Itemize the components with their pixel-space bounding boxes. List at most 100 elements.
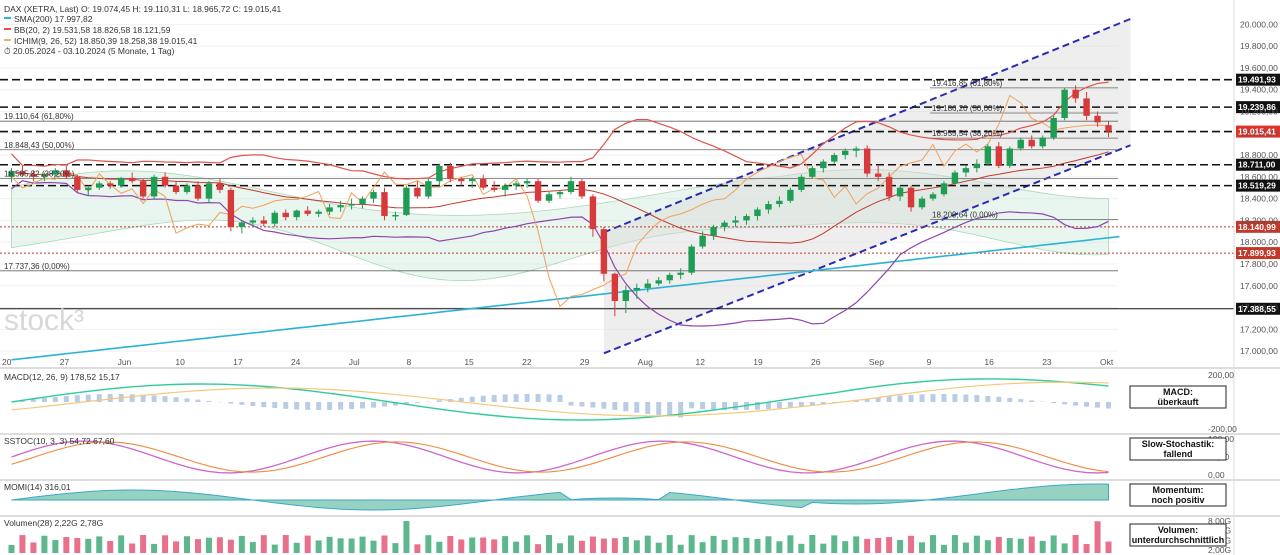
macd-histogram-bar xyxy=(546,394,552,402)
volume-bar xyxy=(919,542,926,553)
macd-histogram-bar xyxy=(41,398,47,402)
x-tick-label: 12 xyxy=(695,357,705,367)
volume-bar xyxy=(765,536,772,553)
stoch-d-line xyxy=(11,441,1109,473)
candle-body xyxy=(863,148,871,174)
macd-histogram-bar xyxy=(776,402,782,409)
y-tick-label: 19.800,00 xyxy=(1240,41,1278,51)
volume-bar xyxy=(205,537,212,553)
level-tag-bg xyxy=(1236,247,1280,260)
candle-body xyxy=(523,181,531,184)
y-tick-label: 18.000,00 xyxy=(1240,237,1278,247)
volume-bar xyxy=(820,543,827,553)
candle-body xyxy=(238,222,246,227)
macd-histogram-bar xyxy=(173,397,179,402)
level-tag-label: 19.491,93 xyxy=(1238,75,1276,85)
level-tag-bg xyxy=(1236,302,1280,315)
candle-body xyxy=(458,179,465,182)
volume-bar xyxy=(513,541,520,553)
signal-box xyxy=(1129,483,1227,507)
macd-histogram-bar xyxy=(568,402,574,406)
volume-bar xyxy=(524,535,531,553)
volume-bar xyxy=(381,535,388,553)
macd-histogram-bar xyxy=(535,394,541,402)
volume-bar xyxy=(359,536,366,553)
level-tag-label: 18.711,00 xyxy=(1238,160,1276,170)
x-tick-label: 19 xyxy=(753,357,763,367)
macd-histogram-bar xyxy=(162,396,168,402)
signal-box-value: unterdurchschnittlich xyxy=(1132,535,1225,545)
signal-box-value: überkauft xyxy=(1157,397,1198,407)
volume-bar xyxy=(567,535,574,553)
candle-body xyxy=(622,290,630,302)
candle-body xyxy=(995,146,1003,166)
macd-histogram-bar xyxy=(294,402,300,410)
macd-histogram-bar xyxy=(206,400,212,402)
macd-histogram-bar xyxy=(513,394,519,402)
x-tick-label: 22 xyxy=(522,357,532,367)
candle-body xyxy=(918,198,926,208)
macd-histogram-bar xyxy=(974,395,980,402)
volume-bar xyxy=(194,539,201,553)
macd-histogram-bar xyxy=(52,397,58,402)
x-tick-label: 16 xyxy=(984,357,994,367)
candle-body xyxy=(1050,118,1057,138)
volume-bar xyxy=(458,539,465,553)
sma200-line xyxy=(11,235,1120,361)
macd-histogram-bar xyxy=(678,402,684,418)
momentum-area xyxy=(11,483,1110,511)
x-tick-label: 23 xyxy=(1042,357,1052,367)
level-tag-label: 19.015,41 xyxy=(1238,127,1276,137)
legend-swatch xyxy=(4,39,11,41)
macd-histogram-bar xyxy=(601,402,607,409)
macd-histogram-bar xyxy=(502,394,508,402)
candle-body xyxy=(128,177,136,182)
candle-body xyxy=(699,235,706,247)
candle-body xyxy=(567,181,575,193)
candle-body xyxy=(260,220,268,224)
candle-body xyxy=(589,196,597,230)
volume-bar xyxy=(1105,541,1112,553)
volume-bar xyxy=(557,543,563,553)
volume-bar xyxy=(940,544,947,553)
macd-histogram-bar xyxy=(195,399,201,402)
macd-histogram-bar xyxy=(820,402,826,404)
level-tag-label: 17.388,55 xyxy=(1238,304,1276,314)
volume-bar xyxy=(107,541,114,553)
candle-body xyxy=(490,187,498,190)
fib-label-left: 18.585,82 (38,20%) xyxy=(4,169,75,178)
volume-bar xyxy=(326,536,333,553)
candle-body xyxy=(249,220,257,223)
macd-histogram-bar xyxy=(469,396,475,402)
macd-histogram-bar xyxy=(886,396,892,402)
candle-body xyxy=(326,207,333,212)
candle-body xyxy=(677,272,684,275)
macd-histogram-bar xyxy=(1095,402,1101,408)
volume-bar xyxy=(304,535,311,553)
candle-body xyxy=(337,205,344,208)
volume-bar xyxy=(238,535,245,553)
macd-histogram-bar xyxy=(579,402,585,407)
volume-bar xyxy=(118,535,125,553)
volume-bar xyxy=(951,535,958,553)
legend-instrument: DAX (XETRA, Last) O: 19.074,45 H: 19.110… xyxy=(4,4,281,14)
x-tick-label: 26 xyxy=(811,357,821,367)
volume-bar xyxy=(184,536,191,553)
volume-bar xyxy=(1050,535,1057,553)
volume-bar xyxy=(129,543,136,553)
macd-histogram-bar xyxy=(250,402,256,407)
panel-tick-label: -200,00 xyxy=(1208,424,1237,434)
y-tick-label: 20.000,00 xyxy=(1240,19,1278,29)
macd-histogram-bar xyxy=(634,402,640,413)
macd-histogram-bar xyxy=(765,402,771,410)
macd-histogram-bar xyxy=(1029,400,1035,402)
volume-bar xyxy=(74,538,81,553)
volume-bar xyxy=(271,544,278,553)
macd-histogram-bar xyxy=(327,402,333,410)
volume-bar xyxy=(491,539,498,553)
candle-body xyxy=(611,273,619,302)
volume-bar xyxy=(699,542,706,553)
x-tick-label: 17 xyxy=(233,357,243,367)
watermark: stock³ xyxy=(4,304,84,337)
